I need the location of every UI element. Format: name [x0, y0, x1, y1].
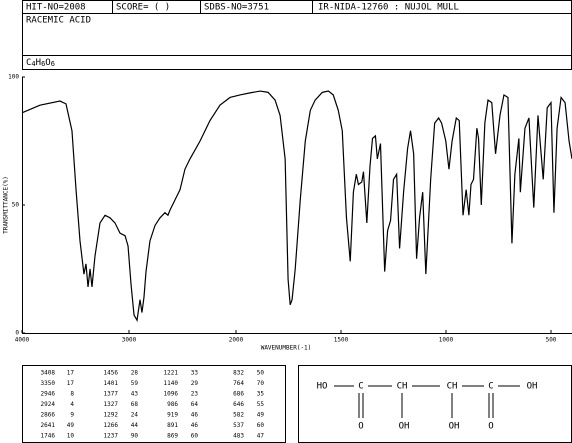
y-axis-label: TRANSMITTANCE(%) — [3, 176, 10, 234]
peak-transmittance: 50 — [257, 370, 265, 377]
peak-wavenumber: 2866 — [41, 412, 56, 419]
peak-wavenumber: 1377 — [104, 391, 119, 398]
peak-transmittance: 59 — [131, 380, 139, 387]
peak-wavenumber: 2946 — [41, 391, 56, 398]
formula: C4H6O6 — [26, 58, 55, 69]
y-tick-label: 50 — [12, 202, 20, 209]
peak-wavenumber: 646 — [233, 401, 244, 408]
peak-wavenumber: 1140 — [164, 380, 179, 387]
peak-transmittance: 44 — [131, 422, 139, 429]
peak-wavenumber: 1237 — [104, 433, 119, 440]
peak-wavenumber: 1746 — [41, 433, 56, 440]
peak-transmittance: 60 — [191, 433, 199, 440]
y-tick-label: 100 — [8, 74, 19, 81]
peak-transmittance: 46 — [191, 412, 199, 419]
peak-transmittance: 17 — [67, 380, 75, 387]
peak-wavenumber: 537 — [233, 422, 244, 429]
peak-wavenumber: 686 — [233, 391, 244, 398]
peak-transmittance: 35 — [257, 391, 265, 398]
peak-transmittance: 47 — [257, 433, 265, 440]
peak-wavenumber: 3350 — [41, 380, 56, 387]
peak-transmittance: 9 — [70, 412, 74, 419]
peak-wavenumber: 483 — [233, 433, 244, 440]
peak-transmittance: 4 — [70, 401, 74, 408]
peak-wavenumber: 1266 — [104, 422, 119, 429]
atom-label: OH — [527, 382, 538, 392]
x-tick-label: 3000 — [122, 337, 137, 344]
atom-label: OH — [449, 422, 460, 432]
peak-transmittance: 10 — [67, 433, 75, 440]
peak-wavenumber: 582 — [233, 412, 244, 419]
spectrum-line — [21, 90, 572, 322]
peak-wavenumber: 2924 — [41, 401, 56, 408]
atom-label: CH — [447, 382, 458, 392]
peak-wavenumber: 1292 — [104, 412, 119, 419]
x-axis-label: WAVENUMBER(-1) — [261, 345, 312, 352]
sdbs-no: SDBS-NO=3751 — [204, 3, 269, 13]
peak-wavenumber: 1327 — [104, 401, 119, 408]
peak-transmittance: 90 — [131, 433, 139, 440]
peak-transmittance: 46 — [191, 422, 199, 429]
peak-wavenumber: 1221 — [164, 370, 179, 377]
peak-wavenumber: 891 — [167, 422, 178, 429]
peak-wavenumber: 919 — [167, 412, 178, 419]
y-tick-label: 0 — [15, 330, 19, 337]
peak-wavenumber: 2641 — [41, 422, 56, 429]
peak-table-box — [22, 365, 286, 443]
ir-code: IR-NIDA-12760 : NUJOL MULL — [318, 3, 459, 13]
hit-no: HIT-NO=2008 — [26, 3, 86, 13]
x-tick-label: 500 — [546, 337, 557, 344]
peak-transmittance: 70 — [257, 380, 265, 387]
x-tick-label: 1000 — [439, 337, 454, 344]
peak-transmittance: 24 — [131, 412, 139, 419]
peak-wavenumber: 1401 — [104, 380, 119, 387]
atom-label: CH — [397, 382, 408, 392]
peak-transmittance: 8 — [70, 391, 74, 398]
structure-bonds — [334, 385, 520, 418]
peak-transmittance: 17 — [67, 370, 75, 377]
x-tick-label: 4000 — [15, 337, 30, 344]
peak-wavenumber: 832 — [233, 370, 244, 377]
score: SCORE= ( ) — [116, 3, 170, 13]
atom-label: C — [358, 382, 363, 392]
compound-name: RACEMIC ACID — [26, 16, 91, 26]
peak-wavenumber: 1096 — [164, 391, 179, 398]
peak-transmittance: 55 — [257, 401, 265, 408]
peak-transmittance: 60 — [257, 422, 265, 429]
peak-transmittance: 49 — [257, 412, 265, 419]
peak-transmittance: 29 — [191, 380, 199, 387]
x-tick-label: 1500 — [334, 337, 349, 344]
peak-transmittance: 68 — [131, 401, 139, 408]
peak-transmittance: 28 — [131, 370, 139, 377]
peak-transmittance: 43 — [131, 391, 139, 398]
atom-label: O — [488, 422, 493, 432]
peak-wavenumber: 986 — [167, 401, 178, 408]
peak-transmittance: 33 — [191, 370, 199, 377]
atom-label: O — [358, 422, 363, 432]
peak-transmittance: 64 — [191, 401, 199, 408]
peak-wavenumber: 869 — [167, 433, 178, 440]
header-box — [22, 0, 572, 70]
structure-box — [298, 365, 572, 443]
peak-transmittance: 23 — [191, 391, 199, 398]
atom-label: OH — [399, 422, 410, 432]
atom-label: C — [488, 382, 493, 392]
x-tick-label: 2000 — [229, 337, 244, 344]
peak-wavenumber: 3408 — [41, 370, 56, 377]
atom-label: HO — [317, 382, 328, 392]
peak-transmittance: 49 — [67, 422, 75, 429]
peak-wavenumber: 1456 — [104, 370, 119, 377]
peak-wavenumber: 764 — [233, 380, 244, 387]
